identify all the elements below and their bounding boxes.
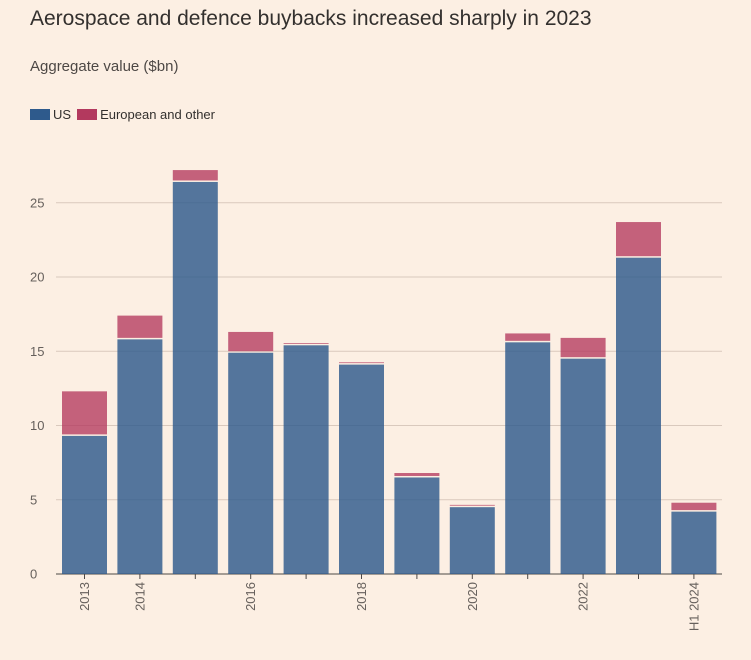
bars (62, 170, 717, 574)
legend-swatch-european (77, 109, 98, 120)
bar-us-2017 (283, 345, 329, 574)
bar-european-2014 (117, 315, 163, 338)
bar-us-2022 (560, 358, 606, 574)
bar-european-2021 (505, 333, 551, 341)
y-tick-label: 10 (30, 418, 44, 433)
y-tick-label: 25 (30, 195, 44, 210)
legend-item-european: European and other (77, 107, 215, 122)
x-tick-label: 2014 (132, 582, 147, 611)
bar-us-2019 (394, 477, 440, 574)
bar-european-2023 (616, 222, 661, 257)
x-tick-label: 2013 (77, 582, 92, 611)
x-tick-label: H1 2024 (686, 582, 701, 631)
bar-us-2016 (228, 352, 274, 574)
y-tick-label: 15 (30, 344, 44, 359)
x-tick-label: 2018 (354, 582, 369, 611)
chart-title: Aerospace and defence buybacks increased… (30, 7, 592, 30)
chart-subtitle: Aggregate value ($bn) (30, 58, 179, 75)
bar-us-h1-2024 (671, 511, 717, 574)
x-axis-labels: 2013 2014 2016 2018 2020 2022 H1 2024 (77, 574, 701, 631)
y-tick-label: 0 (30, 567, 37, 582)
bar-european-2017 (283, 343, 329, 344)
legend-swatch-us (30, 109, 50, 120)
legend-label-us: US (53, 107, 72, 122)
gridlines: 0 5 10 15 20 25 (30, 195, 722, 582)
legend-item-us: US (30, 107, 71, 122)
y-tick-label: 5 (30, 492, 37, 507)
bar-european-2019 (394, 473, 440, 476)
bar-european-2022 (560, 337, 606, 358)
bar-european-2020 (449, 504, 495, 506)
x-tick-label: 2022 (576, 582, 591, 611)
bar-us-2014 (117, 339, 163, 574)
bar-european-2016 (228, 331, 274, 352)
y-tick-label: 20 (30, 270, 44, 285)
bar-us-2021 (505, 342, 551, 574)
x-tick-label: 2016 (243, 582, 258, 611)
bar-us-2023 (616, 257, 661, 574)
bar-european-h1-2024 (671, 502, 717, 511)
bar-european-2015 (172, 170, 218, 181)
bar-us-2015 (172, 181, 218, 574)
bar-european-2013 (62, 391, 107, 435)
bar-european-2018 (339, 362, 384, 364)
bar-us-2020 (449, 507, 495, 574)
legend-label-european: European and other (100, 107, 215, 122)
bar-us-2013 (62, 435, 107, 574)
legend: US European and other (30, 107, 221, 122)
x-tick-label: 2020 (465, 582, 480, 611)
bar-us-2018 (339, 364, 384, 574)
